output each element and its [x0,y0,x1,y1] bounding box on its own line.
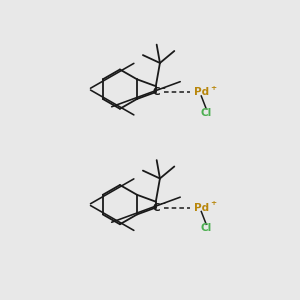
Text: Cl: Cl [201,223,212,233]
Text: Cl: Cl [201,108,212,118]
Text: Pd: Pd [194,87,209,97]
Text: C: C [153,202,160,213]
Text: −: − [159,85,165,91]
Text: +: + [211,200,217,206]
Text: C: C [153,87,160,97]
Text: +: + [211,85,217,91]
Text: −: − [159,201,165,207]
Text: Pd: Pd [194,202,209,213]
